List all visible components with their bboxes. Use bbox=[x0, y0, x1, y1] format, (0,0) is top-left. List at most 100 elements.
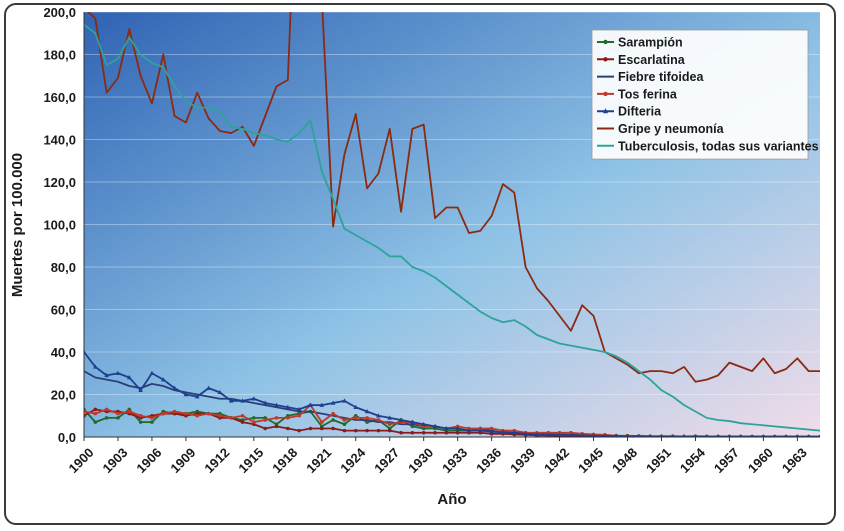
x-tick-label: 1948 bbox=[609, 445, 640, 476]
x-tick-label: 1945 bbox=[575, 445, 606, 476]
series-line bbox=[87, 12, 820, 383]
data-point bbox=[319, 402, 325, 407]
y-axis-title: Muertes por 100.000 bbox=[9, 153, 26, 297]
data-point bbox=[183, 392, 189, 397]
x-tick-label: 1951 bbox=[643, 445, 674, 476]
y-tick-label: 80,0 bbox=[51, 260, 76, 275]
series-7 bbox=[84, 24, 820, 432]
data-point bbox=[376, 428, 381, 433]
data-point bbox=[376, 413, 381, 418]
legend: Sarampión Escarlatina Fiebre tifoidea Tos f… bbox=[591, 29, 819, 160]
y-tick-label: 40,0 bbox=[51, 345, 76, 360]
legend-marker bbox=[603, 57, 608, 62]
data-point bbox=[115, 370, 121, 376]
data-point bbox=[795, 434, 799, 437]
data-point bbox=[296, 406, 302, 412]
data-point bbox=[240, 398, 245, 403]
data-point bbox=[364, 409, 370, 414]
data-point bbox=[534, 431, 540, 437]
data-point bbox=[387, 415, 393, 420]
data-point bbox=[648, 434, 652, 437]
data-point bbox=[228, 398, 234, 403]
data-point bbox=[818, 434, 820, 437]
data-point bbox=[240, 413, 245, 418]
data-point bbox=[93, 411, 98, 416]
y-tick-label: 0,0 bbox=[58, 430, 76, 445]
data-point bbox=[116, 416, 120, 420]
data-point bbox=[127, 409, 132, 414]
data-point bbox=[410, 430, 415, 435]
legend-box bbox=[591, 29, 809, 160]
x-tick-label: 1906 bbox=[133, 445, 164, 476]
data-point bbox=[342, 428, 347, 433]
x-tick-label: 1912 bbox=[201, 445, 232, 476]
data-point bbox=[342, 422, 347, 427]
data-point bbox=[172, 409, 177, 414]
data-point bbox=[399, 430, 403, 435]
data-point bbox=[580, 433, 585, 437]
data-point bbox=[569, 430, 573, 435]
data-point bbox=[93, 420, 98, 424]
data-point bbox=[93, 407, 98, 412]
data-point bbox=[104, 407, 109, 412]
data-point bbox=[206, 411, 211, 416]
x-axis-title: Año bbox=[437, 491, 466, 508]
x-tick-label: 1927 bbox=[371, 445, 402, 476]
data-point bbox=[218, 413, 222, 418]
data-point bbox=[297, 413, 301, 418]
data-point bbox=[195, 413, 200, 418]
x-tick-label: 1921 bbox=[303, 445, 334, 476]
data-point bbox=[511, 430, 517, 435]
data-point bbox=[489, 429, 494, 434]
data-point bbox=[365, 428, 369, 433]
data-point bbox=[286, 426, 290, 431]
data-point bbox=[625, 433, 630, 437]
data-point bbox=[240, 420, 245, 424]
data-point bbox=[444, 426, 449, 431]
data-point bbox=[727, 434, 731, 437]
data-point bbox=[126, 375, 132, 380]
data-point bbox=[172, 385, 177, 390]
data-point bbox=[319, 420, 324, 424]
y-tick-label: 180,0 bbox=[43, 48, 76, 63]
data-point bbox=[263, 418, 267, 422]
data-point bbox=[149, 370, 155, 376]
data-point bbox=[557, 432, 562, 437]
data-point bbox=[217, 389, 223, 395]
data-point bbox=[478, 428, 483, 433]
data-point bbox=[353, 428, 358, 433]
data-point bbox=[84, 349, 87, 354]
x-tick-label: 1936 bbox=[473, 445, 504, 476]
legend-label: Tos ferina bbox=[618, 87, 678, 101]
data-point bbox=[568, 432, 574, 437]
data-point bbox=[150, 420, 154, 424]
data-point bbox=[104, 372, 109, 378]
y-tick-label: 140,0 bbox=[43, 133, 76, 148]
x-tick-label: 1939 bbox=[507, 445, 538, 476]
data-point bbox=[365, 416, 369, 420]
data-point bbox=[184, 411, 188, 416]
data-point bbox=[660, 434, 663, 437]
x-tick-label: 1918 bbox=[269, 445, 300, 476]
legend-label: Escarlatina bbox=[618, 53, 686, 67]
data-point bbox=[591, 433, 596, 437]
legend-label: Difteria bbox=[618, 105, 662, 119]
x-tick-label: 1903 bbox=[99, 445, 130, 476]
data-point bbox=[365, 420, 369, 424]
data-point bbox=[308, 426, 313, 431]
data-point bbox=[739, 434, 743, 437]
data-point bbox=[410, 419, 415, 424]
data-point bbox=[150, 416, 154, 420]
data-point bbox=[331, 426, 335, 431]
data-point bbox=[761, 434, 765, 437]
data-point bbox=[421, 430, 426, 435]
data-point bbox=[387, 422, 392, 427]
data-point bbox=[263, 426, 267, 431]
x-tick-label: 1963 bbox=[779, 445, 810, 476]
data-point bbox=[433, 430, 437, 435]
y-tick-label: 160,0 bbox=[43, 90, 76, 105]
data-point bbox=[455, 430, 460, 435]
x-tick-label: 1909 bbox=[167, 445, 198, 476]
data-point bbox=[671, 434, 675, 437]
y-tick-label: 120,0 bbox=[43, 175, 76, 190]
